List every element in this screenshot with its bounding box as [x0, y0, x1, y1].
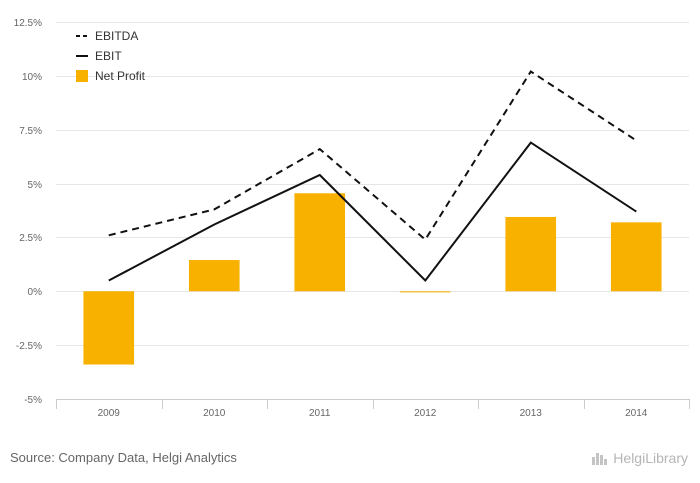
legend-item[interactable]: EBITDA [76, 29, 138, 43]
legend[interactable]: EBITDA EBIT Net Profit [76, 29, 146, 83]
legend-label: EBIT [95, 49, 122, 63]
library-icon [592, 451, 608, 465]
bar [294, 193, 346, 292]
series-line-ebit [108, 141, 637, 283]
x-tick-label: 2010 [203, 408, 226, 419]
bars-net-profit [83, 193, 662, 365]
y-tick-label: 0% [28, 287, 43, 298]
y-tick-label: -2.5% [16, 341, 42, 352]
bar [505, 216, 557, 292]
y-tick-label: 10% [22, 72, 42, 83]
bar [399, 291, 451, 293]
x-axis: 2009 2010 2011 2012 2013 2014 [56, 399, 690, 419]
legend-swatch [76, 70, 88, 82]
legend-label: Net Profit [95, 69, 146, 83]
bar [188, 260, 240, 292]
series-lines [108, 70, 637, 283]
gridlines [56, 22, 689, 400]
brand-text: HelgiLibrary [613, 450, 688, 466]
legend-label: EBITDA [95, 29, 138, 43]
y-tick-label: 2.5% [19, 233, 42, 244]
bar [83, 291, 135, 365]
y-tick-label: -5% [24, 395, 42, 406]
legend-item[interactable]: Net Profit [76, 69, 146, 83]
y-tick-label: 12.5% [14, 18, 42, 29]
bar [610, 222, 662, 292]
legend-item[interactable]: EBIT [76, 49, 122, 63]
brand-logo: HelgiLibrary [592, 450, 688, 466]
y-tick-label: 7.5% [19, 126, 42, 137]
series-line-ebitda [108, 70, 637, 242]
y-tick-label: 5% [28, 180, 43, 191]
source-note: Source: Company Data, Helgi Analytics [10, 450, 237, 465]
x-tick-label: 2013 [520, 408, 543, 419]
y-axis: 12.5% 10% 7.5% 5% 2.5% 0% -2.5% -5% [14, 18, 42, 406]
x-tick-label: 2012 [414, 408, 437, 419]
x-tick-label: 2009 [98, 408, 121, 419]
x-tick-label: 2011 [309, 408, 331, 419]
x-tick-label: 2014 [625, 408, 648, 419]
